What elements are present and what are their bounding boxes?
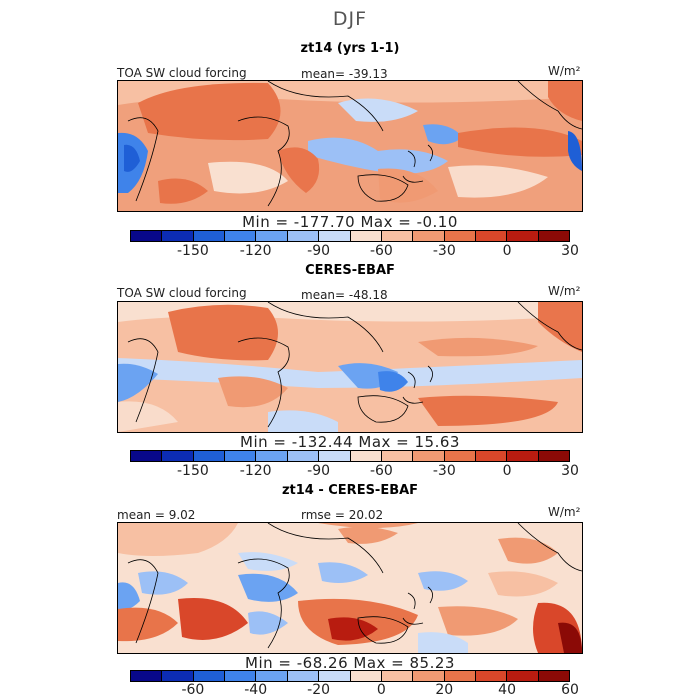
colorbar-segment: [193, 231, 226, 241]
panel2-minmax: Min = -132.44 Max = 15.63: [240, 433, 460, 451]
colorbar-tick: 0: [376, 682, 386, 698]
panel1-left-label: TOA SW cloud forcing: [117, 66, 247, 80]
colorbar-tick: 40: [498, 682, 517, 698]
panel2-units: W/m²: [548, 284, 581, 298]
panel2-colorbar: [130, 450, 570, 462]
colorbar-tick: -60: [369, 463, 393, 479]
colorbar-segment: [444, 671, 476, 681]
colorbar-segment: [413, 231, 445, 241]
panel1-colorbar-ticks: -150 -120 -90 -60 -30 0 30: [130, 243, 579, 259]
panel3-colorbar: [130, 670, 570, 682]
panel3-subtitle: zt14 - CERES-EBAF: [281, 483, 419, 498]
colorbar-segment: [225, 671, 257, 681]
colorbar-segment: [256, 451, 288, 461]
panel2-left-label: TOA SW cloud forcing: [117, 286, 247, 300]
colorbar-segment: [256, 231, 288, 241]
colorbar-segment: [350, 231, 382, 241]
colorbar-segment: [475, 671, 508, 681]
colorbar-segment: [475, 231, 508, 241]
colorbar-tick: -150: [177, 463, 209, 479]
colorbar-tick: 60: [561, 682, 579, 698]
panel3-colorbar-ticks: -60 -40 -20 0 20 40 60: [130, 682, 578, 698]
colorbar-segment: [413, 671, 445, 681]
colorbar-tick: -150: [177, 243, 209, 259]
colorbar-segment: [319, 231, 351, 241]
colorbar-segment: [162, 671, 194, 681]
panel3-mean-label: mean = 9.02: [117, 508, 196, 522]
colorbar-segment: [256, 671, 288, 681]
colorbar-segment: [287, 451, 320, 461]
colorbar-tick: -40: [244, 682, 268, 698]
colorbar-tick: -30: [432, 243, 456, 259]
colorbar-tick: -30: [432, 463, 456, 479]
panel3-minmax: Min = -68.26 Max = 85.23: [245, 654, 455, 672]
colorbar-segment: [475, 451, 508, 461]
colorbar-segment: [507, 671, 539, 681]
colorbar-segment: [538, 671, 570, 681]
panel1-units: W/m²: [548, 64, 581, 78]
colorbar-segment: [287, 231, 320, 241]
colorbar-tick: 30: [561, 463, 579, 479]
colorbar-tick: -90: [307, 243, 331, 259]
panel3-units: W/m²: [548, 505, 581, 519]
colorbar-segment: [162, 451, 194, 461]
colorbar-segment: [538, 451, 570, 461]
colorbar-segment: [319, 671, 351, 681]
colorbar-segment: [319, 451, 351, 461]
colorbar-segment: [350, 451, 382, 461]
panel2-subtitle: CERES-EBAF: [305, 263, 395, 278]
colorbar-segment: [413, 451, 445, 461]
panel3-map: [117, 522, 583, 654]
panel1-minmax: Min = -177.70 Max = -0.10: [242, 213, 458, 231]
colorbar-segment: [287, 671, 320, 681]
colorbar-segment: [131, 231, 163, 241]
panel2-map: [117, 301, 583, 433]
colorbar-segment: [507, 451, 539, 461]
colorbar-segment: [381, 671, 414, 681]
colorbar-segment: [131, 451, 163, 461]
colorbar-segment: [193, 671, 226, 681]
colorbar-tick: -120: [239, 243, 272, 259]
panel1-subtitle: zt14 (yrs 1-1): [300, 41, 400, 56]
colorbar-segment: [444, 451, 476, 461]
panel1-mean-label: mean= -39.13: [301, 67, 388, 81]
colorbar-segment: [193, 451, 226, 461]
colorbar-segment: [444, 231, 476, 241]
colorbar-tick: -20: [307, 682, 331, 698]
colorbar-tick: 30: [561, 243, 579, 259]
colorbar-tick: 0: [502, 243, 512, 259]
colorbar-segment: [381, 231, 414, 241]
panel2-mean-label: mean= -48.18: [301, 288, 388, 302]
panel3-rmse-label: rmse = 20.02: [301, 508, 384, 522]
panel2-colorbar-ticks: -150 -120 -90 -60 -30 0 30: [130, 463, 579, 479]
colorbar-tick: 20: [435, 682, 454, 698]
panel1-map: [117, 80, 583, 212]
colorbar-tick: 0: [502, 463, 512, 479]
colorbar-segment: [538, 231, 570, 241]
panel1-colorbar: [130, 230, 570, 242]
colorbar-segment: [162, 231, 194, 241]
colorbar-segment: [131, 671, 163, 681]
season-title: DJF: [332, 8, 368, 30]
colorbar-tick: -120: [239, 463, 272, 479]
colorbar-tick: -90: [307, 463, 331, 479]
colorbar-segment: [225, 451, 257, 461]
colorbar-segment: [507, 231, 539, 241]
colorbar-segment: [225, 231, 257, 241]
colorbar-segment: [350, 671, 382, 681]
colorbar-tick: -60: [369, 243, 393, 259]
colorbar-tick: -60: [181, 682, 205, 698]
colorbar-segment: [381, 451, 414, 461]
